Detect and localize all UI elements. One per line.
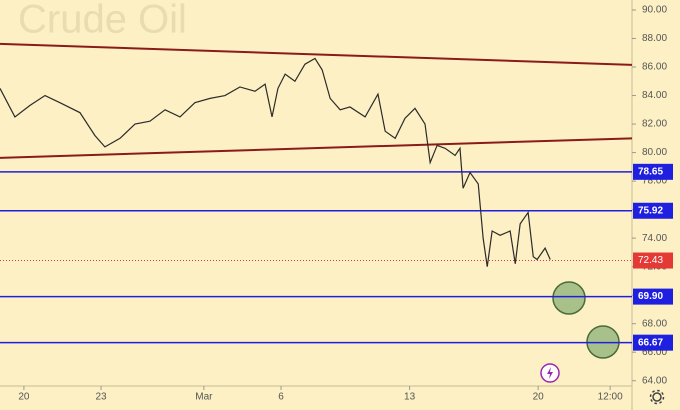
level-label: 78.65 <box>638 166 663 177</box>
trend-line <box>0 137 633 159</box>
y-tick-label: 88.00 <box>642 33 667 44</box>
y-tick-label: 90.00 <box>642 5 667 16</box>
event-icon[interactable] <box>540 363 560 383</box>
settings-icon[interactable] <box>649 389 665 405</box>
x-tick-label: Mar <box>195 392 213 403</box>
price-line <box>0 57 551 267</box>
y-tick-label: 68.00 <box>642 318 667 329</box>
y-tick-label: 78.00 <box>642 176 667 187</box>
target-marker <box>552 281 586 315</box>
level-label-box <box>633 288 673 305</box>
level-label: 66.67 <box>638 337 663 348</box>
x-tick-label: 20 <box>533 392 545 403</box>
level-label-box <box>633 202 673 219</box>
last-price-label: 72.43 <box>638 255 663 266</box>
y-tick-label: 66.00 <box>642 347 667 358</box>
x-tick-label: 6 <box>278 392 284 403</box>
y-tick-label: 82.00 <box>642 119 667 130</box>
x-tick-label: 12:00 <box>598 392 623 403</box>
y-tick-label: 84.00 <box>642 90 667 101</box>
y-tick-label: 74.00 <box>642 233 667 244</box>
x-tick-label: 13 <box>404 392 416 403</box>
y-tick-label: 64.00 <box>642 375 667 386</box>
x-tick-label: 23 <box>95 392 107 403</box>
level-label: 69.90 <box>638 291 663 302</box>
trend-line <box>0 42 633 66</box>
level-label: 75.92 <box>638 205 663 216</box>
level-label-box <box>633 334 673 351</box>
watermark: Crude Oil <box>18 0 187 42</box>
y-tick-label: 86.00 <box>642 62 667 73</box>
level-label-box <box>633 163 673 180</box>
x-tick-label: 20 <box>18 392 30 403</box>
y-tick-label: 80.00 <box>642 147 667 158</box>
last-price-box <box>633 252 673 269</box>
